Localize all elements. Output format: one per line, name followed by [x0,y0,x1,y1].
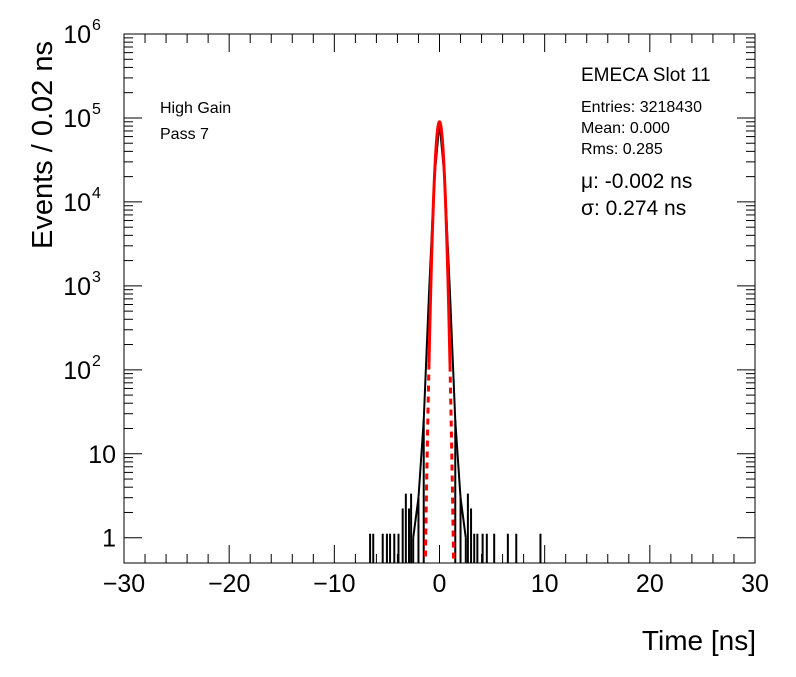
stats-title: EMECA Slot 11 [581,65,711,86]
fit-curve-tail-left [423,363,431,557]
x-tick-label: −20 [208,570,250,598]
x-tick-label: 0 [433,570,447,598]
y-tick-label: 10 [63,189,91,217]
fit-series [423,120,456,560]
fit-mu: μ: -0.002 ns [581,170,692,193]
y-tick-label-exponent: 5 [92,101,101,118]
label-pass: Pass 7 [160,126,209,143]
fit-curve-core [427,120,452,366]
y-tick-label: 10 [63,21,91,49]
fit-sigma: σ: 0.274 ns [581,197,686,220]
y-tick-label: 10 [63,105,91,133]
stats-rms: Rms: 0.285 [581,141,663,158]
fit-curve-tail-right [448,365,456,560]
y-tick-label-exponent: 3 [92,269,101,286]
histogram-series [369,123,542,563]
x-tick-label: 30 [741,570,769,598]
histogram-core-line [412,123,467,538]
x-axis-label: Time [ns] [642,625,756,656]
stats-entries: Entries: 3218430 [581,99,702,116]
x-tick-label: 20 [636,570,664,598]
x-tick-label: −10 [313,570,355,598]
y-tick-label-exponent: 2 [92,353,101,370]
y-tick-label-exponent: 6 [92,17,101,34]
y-tick-label: 10 [63,357,91,385]
y-tick-label-exponent: 4 [92,185,101,202]
x-axis-ticks: −30 −20 −10 0 10 20 30 [103,34,769,598]
x-tick-label: 10 [531,570,559,598]
label-high-gain: High Gain [160,100,231,117]
y-axis-label: Events / 0.02 ns [27,41,59,249]
x-tick-label: −30 [103,570,145,598]
y-tick-label: 10 [63,273,91,301]
stats-mean: Mean: 0.000 [581,120,670,137]
y-tick-label: 1 [102,525,116,553]
y-tick-label: 10 [88,441,116,469]
